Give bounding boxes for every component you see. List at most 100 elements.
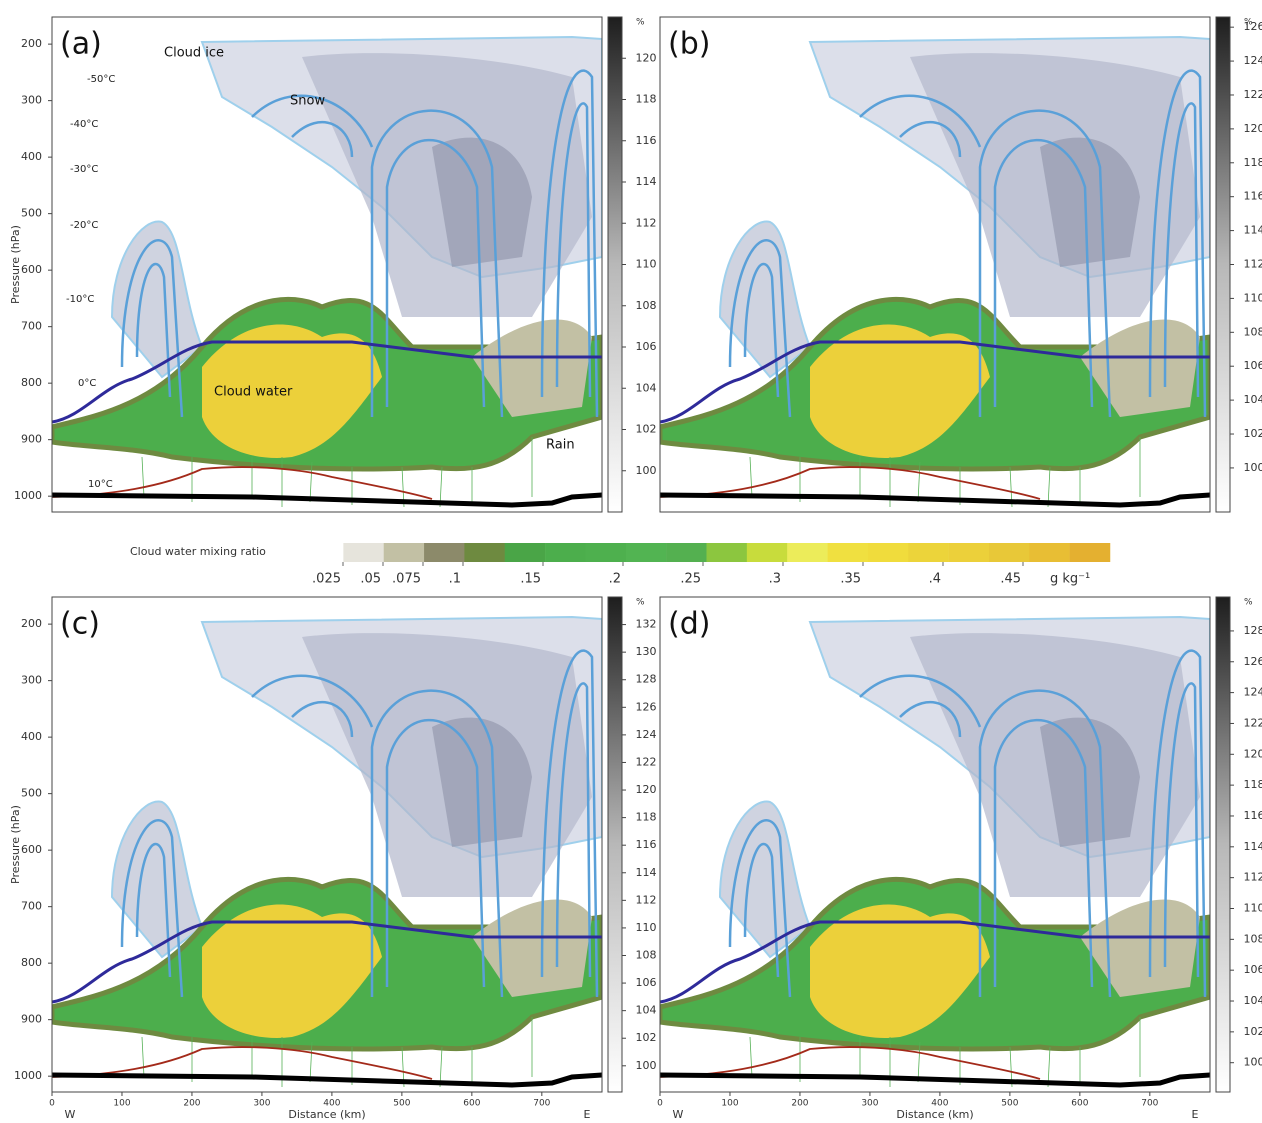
colorbar-tick-label: 108 xyxy=(1244,325,1262,338)
colorbar-tick-label: 122 xyxy=(1244,716,1262,729)
y-tick-label: 600 xyxy=(21,843,42,856)
colorbar-tick-label: 102 xyxy=(1244,427,1262,440)
x-tick-label: 100 xyxy=(721,1099,738,1109)
colorbar-tick-label: 104 xyxy=(1244,393,1262,406)
colorbar-tick-label: 120 xyxy=(1244,747,1262,760)
panel-label: (c) xyxy=(60,607,100,642)
colorbar-tick-label: 104 xyxy=(1244,994,1262,1007)
y-tick-label: 1000 xyxy=(14,1069,42,1082)
colorbar-box xyxy=(585,543,627,562)
colorbar-tick-label: 120 xyxy=(636,783,657,796)
colorbar-tick-label: 112 xyxy=(636,216,657,229)
colorbar-tick-label: .1 xyxy=(449,572,461,587)
colorbar-tick-label: 100 xyxy=(1244,461,1262,474)
colorbar-tick-label: 118 xyxy=(636,93,657,106)
colorbar-tick-label: 100 xyxy=(1244,1056,1262,1069)
west-label: W xyxy=(673,1108,684,1121)
colorbar-box xyxy=(625,543,667,562)
colorbar xyxy=(1215,16,1231,513)
y-tick-label: 400 xyxy=(21,730,42,743)
colorbar-tick-label: 120 xyxy=(1244,122,1262,135)
colorbar-box xyxy=(464,543,505,562)
y-tick-label: 500 xyxy=(21,207,42,220)
colorbar-tick-label: 108 xyxy=(636,299,657,312)
x-tick-label: 400 xyxy=(323,1099,340,1109)
y-tick-label: 800 xyxy=(21,956,42,969)
y-tick-label: 1000 xyxy=(14,489,42,502)
colorbar-box xyxy=(303,543,344,562)
west-label: W xyxy=(65,1108,76,1121)
annotation: 10°C xyxy=(88,479,113,490)
x-tick-label: 500 xyxy=(1001,1099,1018,1109)
colorbar-tick-label: 114 xyxy=(1244,840,1262,853)
x-tick-label: 700 xyxy=(533,1099,550,1109)
colorbar-tick-label: 130 xyxy=(636,645,657,658)
colorbar-tick-label: 106 xyxy=(1244,359,1262,372)
annotation: -40°C xyxy=(70,119,98,130)
colorbar-tick-label: 118 xyxy=(636,811,657,824)
colorbar-unit: % xyxy=(1244,598,1253,608)
colorbar-tick-label: 128 xyxy=(1244,624,1262,637)
colorbar-tick-label: .4 xyxy=(929,572,941,587)
colorbar-tick-label: 118 xyxy=(1244,778,1262,791)
colorbar-tick-label: .45 xyxy=(1000,572,1021,587)
contour-field xyxy=(52,617,602,1087)
colorbar-tick-label: 132 xyxy=(636,618,657,631)
colorbar-tick-label: 114 xyxy=(636,866,657,879)
colorbar-box xyxy=(1069,543,1111,562)
contour-field xyxy=(660,617,1210,1087)
colorbar-tick-label: 124 xyxy=(1244,686,1262,699)
annotation: -20°C xyxy=(70,220,98,231)
east-label: E xyxy=(584,1108,591,1121)
x-tick-label: 400 xyxy=(931,1099,948,1109)
colorbar-box xyxy=(948,543,990,562)
colorbar-tick-label: 110 xyxy=(636,258,657,271)
x-tick-label: 500 xyxy=(393,1099,410,1109)
x-tick-label: 0 xyxy=(49,1099,55,1109)
colorbar-box xyxy=(988,543,1030,562)
colorbar-tick-label: 110 xyxy=(1244,291,1262,304)
colorbar-tick-label: 104 xyxy=(636,1004,657,1017)
plot-frame xyxy=(659,596,1211,1093)
x-tick-label: 200 xyxy=(791,1099,808,1109)
plot-frame xyxy=(51,16,603,513)
colorbar-tick-label: 106 xyxy=(636,340,657,353)
x-tick-label: 300 xyxy=(253,1099,270,1109)
contour-field xyxy=(660,37,1210,507)
colorbar-box xyxy=(504,543,546,562)
panel-label: (b) xyxy=(668,27,710,62)
x-tick-label: 700 xyxy=(1141,1099,1158,1109)
y-tick-label: 700 xyxy=(21,320,42,333)
plot-frame xyxy=(659,16,1211,513)
colorbar-tick-label: 112 xyxy=(1244,871,1262,884)
annotation: Rain xyxy=(546,438,575,453)
colorbar-tick-label: 106 xyxy=(1244,963,1262,976)
y-tick-label: 800 xyxy=(21,376,42,389)
east-label: E xyxy=(1192,1108,1199,1121)
colorbar-box xyxy=(545,543,586,562)
colorbar-tick-label: 104 xyxy=(636,381,657,394)
y-tick-label: 300 xyxy=(21,94,42,107)
colorbar xyxy=(1215,596,1231,1093)
panel-label: (d) xyxy=(668,607,710,642)
colorbar-tick-label: 126 xyxy=(636,700,657,713)
colorbar-tick-label: 124 xyxy=(636,728,657,741)
x-axis-label: Distance (km) xyxy=(896,1108,973,1121)
colorbar-tick-label: 102 xyxy=(636,1031,657,1044)
colorbar-box xyxy=(1029,543,1070,562)
colorbar-tick-label: .075 xyxy=(392,572,421,587)
colorbar-tick-label: 112 xyxy=(636,893,657,906)
x-tick-label: 600 xyxy=(463,1099,480,1109)
y-tick-label: 200 xyxy=(21,37,42,50)
annotation: Cloud ice xyxy=(164,46,224,61)
colorbar-tick-label: 110 xyxy=(636,921,657,934)
colorbar-title: Cloud water mixing ratio xyxy=(130,545,266,558)
colorbar-tick-label: 114 xyxy=(636,175,657,188)
colorbar-unit: % xyxy=(636,18,645,28)
annotation: Cloud water xyxy=(214,385,293,400)
colorbar-tick-label: 116 xyxy=(636,838,657,851)
colorbar xyxy=(607,16,623,513)
colorbar-box xyxy=(827,543,869,562)
y-axis-label: Pressure (hPa) xyxy=(9,805,22,884)
y-axis-label: Pressure (hPa) xyxy=(9,225,22,304)
